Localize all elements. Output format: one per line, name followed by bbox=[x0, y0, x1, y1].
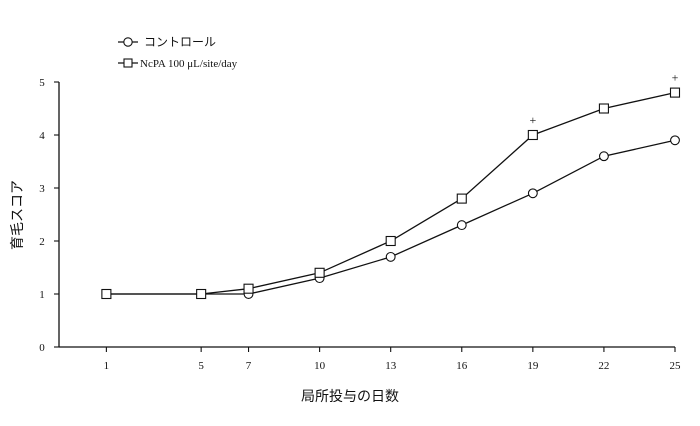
legend-item-control: コントロール bbox=[118, 35, 216, 49]
plot-area bbox=[101, 87, 681, 300]
data-point-square bbox=[669, 87, 681, 98]
data-point-circle bbox=[456, 220, 467, 231]
x-tick-label: 7 bbox=[246, 360, 252, 372]
x-tick-label: 10 bbox=[314, 360, 326, 372]
series-control bbox=[101, 135, 680, 299]
y-axis-title: 育毛スコア bbox=[10, 180, 26, 250]
x-tick-label: 22 bbox=[598, 360, 609, 372]
data-point-circle bbox=[527, 188, 538, 199]
data-point-square bbox=[385, 235, 396, 247]
data-point-circle bbox=[598, 151, 609, 162]
x-tick-label: 13 bbox=[385, 360, 397, 372]
annotations: ++ bbox=[529, 71, 678, 127]
y-tick-label: 5 bbox=[39, 77, 45, 89]
data-point-square bbox=[314, 267, 325, 278]
legend: コントロール NcPA 100 μL/site/day bbox=[118, 35, 238, 70]
series-line bbox=[106, 139, 676, 295]
series-ncpa bbox=[101, 87, 681, 300]
y-tick-label: 1 bbox=[39, 289, 45, 301]
series-line bbox=[106, 91, 676, 295]
data-point-square bbox=[598, 103, 609, 114]
legend-label-control: コントロール bbox=[144, 35, 216, 49]
data-point-square bbox=[101, 288, 112, 300]
x-tick-label: 19 bbox=[527, 360, 539, 372]
x-tick-label: 25 bbox=[670, 360, 682, 372]
y-axis-ticks: 0 1 2 3 4 5 bbox=[39, 77, 59, 354]
data-point-square bbox=[243, 283, 254, 294]
x-tick-label: 1 bbox=[104, 360, 110, 372]
y-tick-label: 3 bbox=[39, 183, 45, 195]
x-axis-ticks: 1 5 7 10 13 16 19 22 25 bbox=[104, 347, 681, 372]
legend-marker-ncpa bbox=[123, 58, 133, 68]
x-axis-title: 局所投与の日数 bbox=[301, 389, 399, 405]
data-point-square bbox=[196, 288, 207, 300]
legend-item-ncpa: NcPA 100 μL/site/day bbox=[118, 58, 238, 70]
y-tick-label: 2 bbox=[39, 236, 45, 248]
data-point-circle bbox=[670, 135, 680, 146]
significance-mark: + bbox=[672, 71, 679, 85]
legend-marker-control bbox=[123, 37, 133, 47]
legend-label-ncpa: NcPA 100 μL/site/day bbox=[140, 58, 238, 70]
significance-mark: + bbox=[529, 113, 536, 127]
data-point-square bbox=[456, 193, 467, 204]
y-tick-label: 0 bbox=[39, 342, 45, 354]
x-tick-label: 16 bbox=[456, 360, 468, 372]
y-tick-label: 4 bbox=[39, 130, 45, 142]
x-tick-label: 5 bbox=[198, 360, 204, 372]
data-point-circle bbox=[385, 251, 396, 262]
data-point-square bbox=[527, 129, 538, 141]
axes: 0 1 2 3 4 5 1 5 7 10 13 16 19 22 25 bbox=[39, 77, 681, 372]
